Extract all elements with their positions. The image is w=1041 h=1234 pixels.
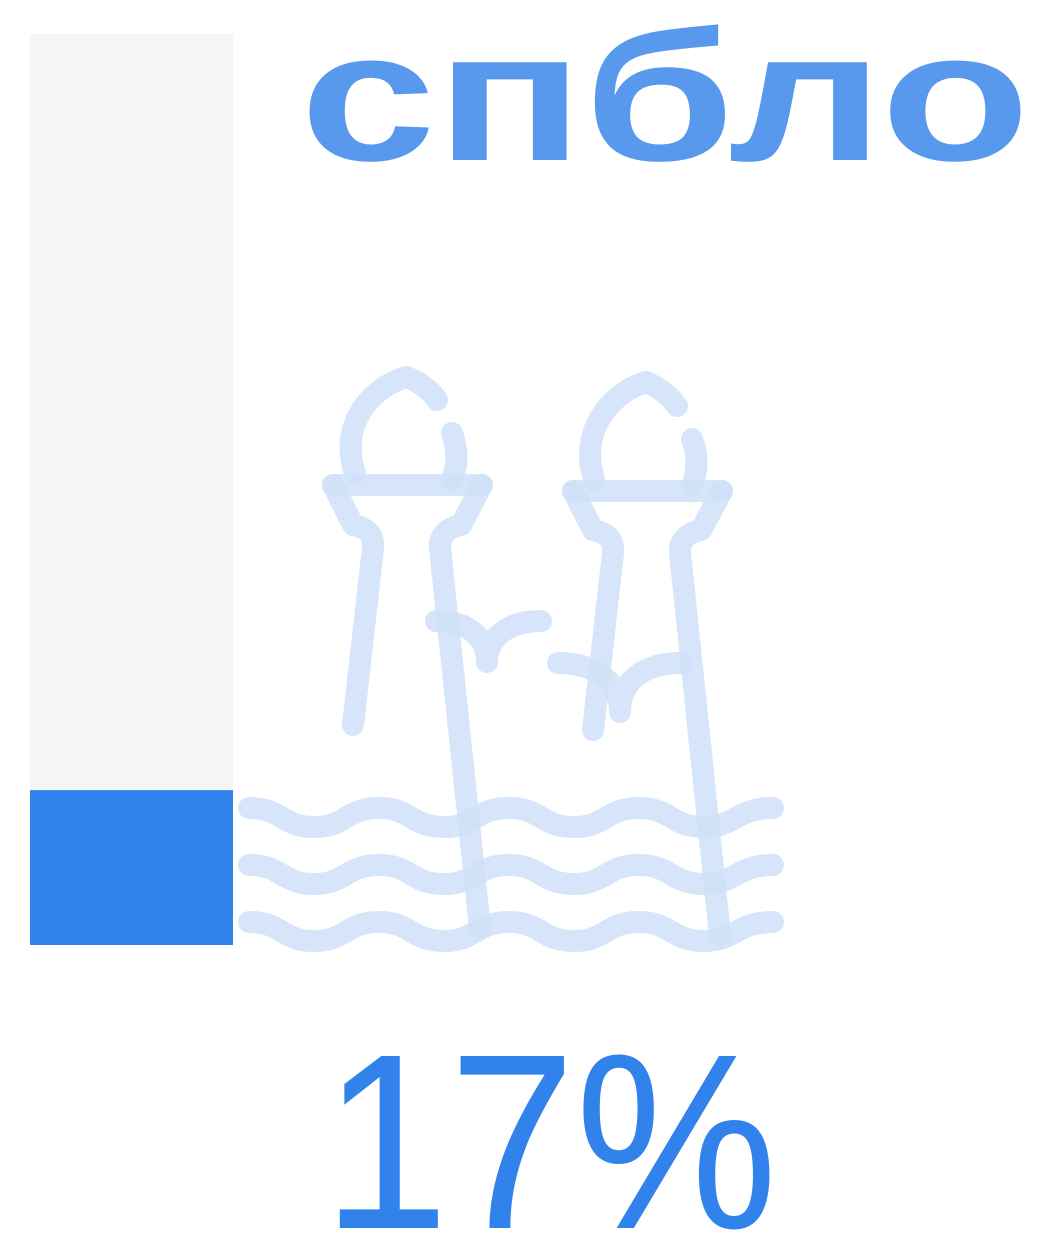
chart-title: спбло <box>300 0 1030 200</box>
infographic: спбло 17% <box>0 0 1041 1234</box>
bar-fill <box>30 790 233 945</box>
value-label: 17% <box>323 1002 778 1234</box>
lighthouse-icon <box>249 377 773 941</box>
